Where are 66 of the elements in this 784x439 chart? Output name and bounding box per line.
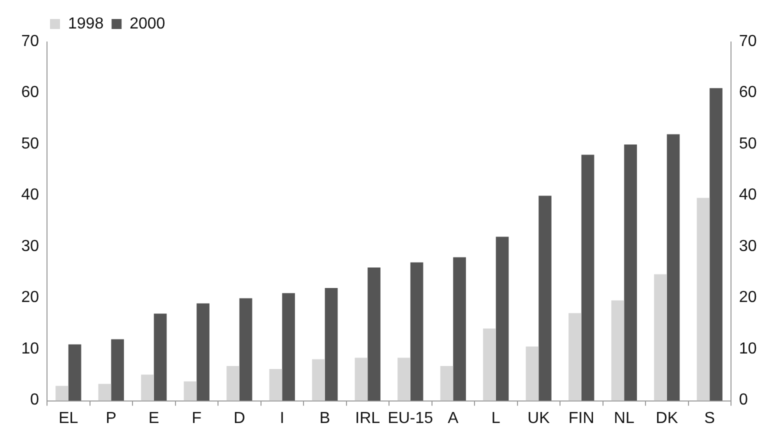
x-tick-label: I bbox=[280, 410, 284, 427]
y2-tick-label: 30 bbox=[739, 238, 757, 255]
y2-tick-label: 50 bbox=[739, 135, 757, 152]
y-tick-label: 60 bbox=[21, 84, 40, 102]
bar bbox=[239, 298, 252, 401]
x-tick-label: A bbox=[448, 410, 459, 427]
x-tick-label: NL bbox=[614, 410, 634, 427]
x-tick-label: E bbox=[148, 410, 160, 427]
x-tick-label: EU-15 bbox=[388, 410, 434, 427]
y-tick-label: 20 bbox=[21, 289, 40, 306]
bar bbox=[453, 257, 466, 401]
y2-tick-label: 10 bbox=[739, 340, 757, 358]
bar bbox=[56, 386, 68, 401]
bar bbox=[496, 236, 509, 401]
bar bbox=[710, 88, 722, 401]
y-tick-label: 30 bbox=[21, 238, 40, 255]
bar bbox=[312, 359, 325, 401]
bar bbox=[568, 313, 582, 401]
bar bbox=[526, 346, 539, 401]
y-tick-label: 10 bbox=[21, 340, 40, 358]
y-tick-label: 70 bbox=[21, 32, 40, 50]
legend-label: 2000 bbox=[130, 15, 166, 32]
y-tick-label: 50 bbox=[21, 135, 40, 152]
bar bbox=[226, 366, 240, 401]
bar bbox=[354, 358, 368, 401]
bar bbox=[611, 300, 624, 401]
bar bbox=[141, 374, 154, 401]
y2-tick-label: 70 bbox=[739, 32, 757, 50]
bar bbox=[666, 134, 680, 401]
bar bbox=[282, 293, 295, 401]
bar bbox=[410, 262, 424, 401]
x-tick-label: S bbox=[704, 410, 715, 427]
bar bbox=[483, 328, 496, 401]
x-tick-label: P bbox=[106, 410, 116, 427]
bar bbox=[624, 144, 637, 401]
x-tick-label: UK bbox=[528, 410, 550, 427]
bar bbox=[68, 344, 82, 401]
y-tick-label: 0 bbox=[30, 392, 40, 409]
bar bbox=[581, 154, 594, 401]
y2-tick-label: 20 bbox=[739, 289, 757, 306]
bar bbox=[184, 381, 197, 401]
bar bbox=[154, 314, 167, 401]
y2-tick-label: 60 bbox=[739, 84, 757, 102]
x-tick-label: L bbox=[491, 410, 500, 427]
x-tick-label: FIN bbox=[568, 410, 594, 427]
y-tick-label: 40 bbox=[21, 186, 40, 204]
x-tick-label: EL bbox=[58, 410, 78, 427]
bar bbox=[696, 198, 710, 401]
bar bbox=[196, 303, 210, 401]
bar bbox=[538, 196, 552, 401]
bar bbox=[398, 358, 410, 401]
bar bbox=[368, 268, 380, 401]
bar bbox=[654, 274, 667, 401]
x-tick-label: F bbox=[192, 410, 202, 427]
x-tick-label: B bbox=[320, 410, 330, 427]
bar bbox=[98, 384, 112, 401]
bar bbox=[111, 339, 124, 401]
y2-tick-label: 40 bbox=[739, 186, 757, 204]
legend-label: 1998 bbox=[68, 15, 104, 32]
bar bbox=[269, 369, 282, 401]
y2-tick-label: 0 bbox=[739, 392, 748, 409]
bar bbox=[440, 366, 454, 401]
x-tick-label: IRL bbox=[355, 410, 380, 427]
x-tick-label: DK bbox=[656, 410, 678, 427]
x-tick-label: D bbox=[234, 410, 246, 427]
bar bbox=[324, 288, 338, 401]
